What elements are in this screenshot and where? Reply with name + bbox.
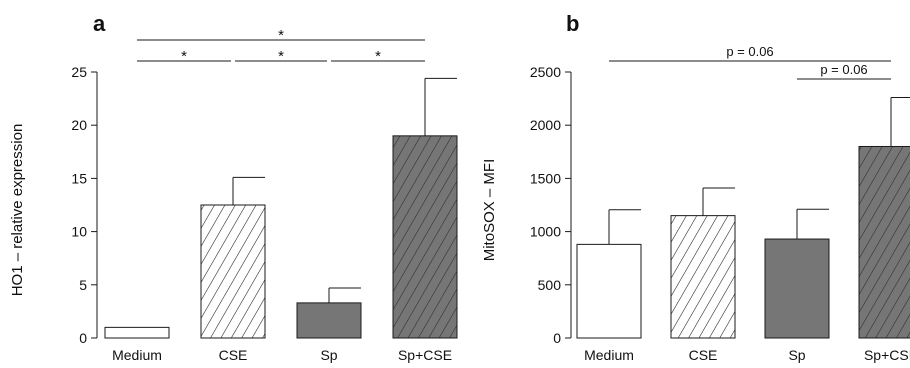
bar-medium <box>576 243 642 339</box>
significance-label: * <box>278 48 284 65</box>
bar-sp-cse <box>392 135 458 339</box>
y-tick-label: 2500 <box>530 64 561 80</box>
bar-sp-cse <box>858 145 910 339</box>
y-tick-label: 1500 <box>530 170 561 186</box>
y-tick-label: 0 <box>79 330 87 346</box>
y-tick-label: 20 <box>71 117 87 133</box>
panel-a: a 0 5 10 15 20 25 HO1 – relative expression Medi… <box>9 11 458 363</box>
y-axis-label: HO1 – relative expression <box>9 124 26 297</box>
bar-sp <box>764 238 830 339</box>
panel-b: b 0 500 1000 1500 2000 2500 MitoSOX – MFI Medium… <box>481 11 910 363</box>
x-tick-label: CSE <box>219 347 248 363</box>
x-tick-label: Sp+CSE <box>398 347 452 363</box>
y-tick-label: 15 <box>71 170 87 186</box>
y-axis-label: MitoSOX – MFI <box>481 159 498 262</box>
x-tick-label: Sp <box>320 347 337 363</box>
x-tick-label: Sp+CSE <box>864 347 910 363</box>
y-tick-label: 0 <box>553 330 561 346</box>
significance-label: * <box>181 48 187 65</box>
y-tick-label: 5 <box>79 277 87 293</box>
y-tick-label: 10 <box>71 224 87 240</box>
y-tick-label: 2000 <box>530 117 561 133</box>
bar-cse <box>200 204 266 339</box>
bar-sp <box>296 302 362 339</box>
x-tick-label: Medium <box>584 347 634 363</box>
x-tick-label: Medium <box>112 347 162 363</box>
y-tick-label: 500 <box>538 277 562 293</box>
panel-label: b <box>566 11 579 36</box>
y-tick-label: 1000 <box>530 224 561 240</box>
significance-label: p = 0.06 <box>726 44 773 59</box>
x-tick-label: Sp <box>788 347 805 363</box>
x-tick-label: CSE <box>689 347 718 363</box>
y-tick-label: 25 <box>71 64 87 80</box>
significance-label: p = 0.06 <box>820 62 867 77</box>
significance-label: * <box>375 48 381 65</box>
bar-cse <box>670 215 736 339</box>
bar-medium <box>104 326 170 339</box>
panel-label: a <box>93 11 106 36</box>
significance-label: * <box>278 27 284 44</box>
